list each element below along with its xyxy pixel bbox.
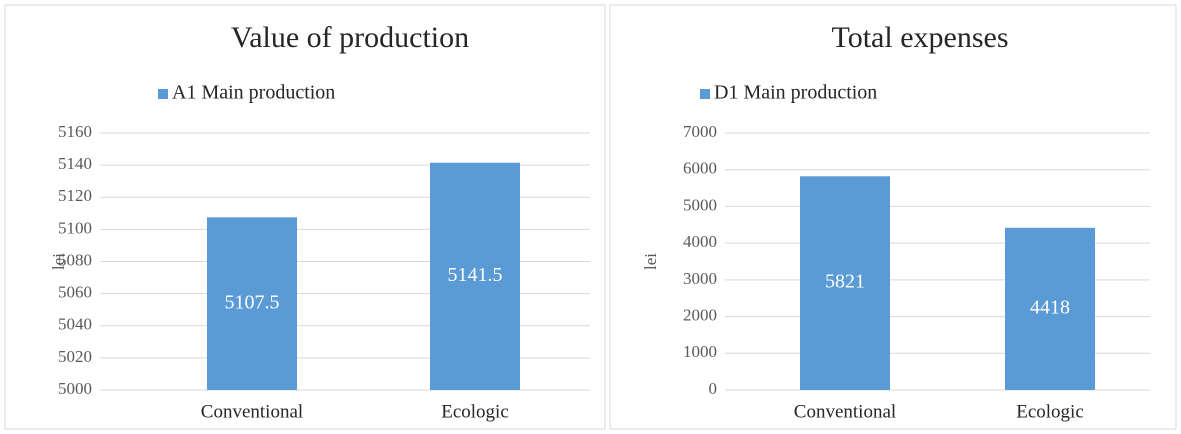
y-tick-label: 6000 [683,159,717,178]
y-tick-label: 5000 [58,379,92,398]
y-tick-label: 4000 [683,232,717,251]
legend-swatch [158,89,168,99]
bar [800,176,890,390]
chart-title: Total expenses [831,21,1008,54]
y-tick-label: 2000 [683,305,717,324]
x-tick-label: Ecologic [1016,401,1084,422]
value-label: 5821 [825,271,865,293]
legend-label: A1 Main production [172,82,335,104]
y-tick-label: 5080 [58,250,92,269]
x-tick-label: Conventional [794,401,896,422]
chart-title: Value of production [231,21,469,54]
value-label: 5107.5 [225,291,280,313]
y-tick-label: 5100 [58,218,92,237]
legend-label: D1 Main production [714,82,877,104]
bar [430,162,520,390]
y-tick-label: 5140 [58,154,92,173]
y-tick-label: 5060 [58,283,92,302]
legend-swatch [700,89,710,99]
x-tick-label: Ecologic [441,401,509,422]
y-tick-label: 5160 [58,122,92,141]
y-tick-label: 5120 [58,186,92,205]
bar [1005,227,1095,390]
bar [207,217,297,390]
value-label: 5141.5 [448,264,503,286]
y-axis-label: lei [49,253,68,270]
y-tick-label: 1000 [683,342,717,361]
y-axis-label: lei [641,253,660,270]
x-tick-label: Conventional [201,401,303,422]
y-tick-label: 7000 [683,122,717,141]
y-tick-label: 5000 [683,195,717,214]
value-label: 4418 [1030,296,1070,318]
y-tick-label: 3000 [683,269,717,288]
y-tick-label: 5020 [58,347,92,366]
y-tick-label: 5040 [58,315,92,334]
y-tick-label: 0 [709,379,718,398]
